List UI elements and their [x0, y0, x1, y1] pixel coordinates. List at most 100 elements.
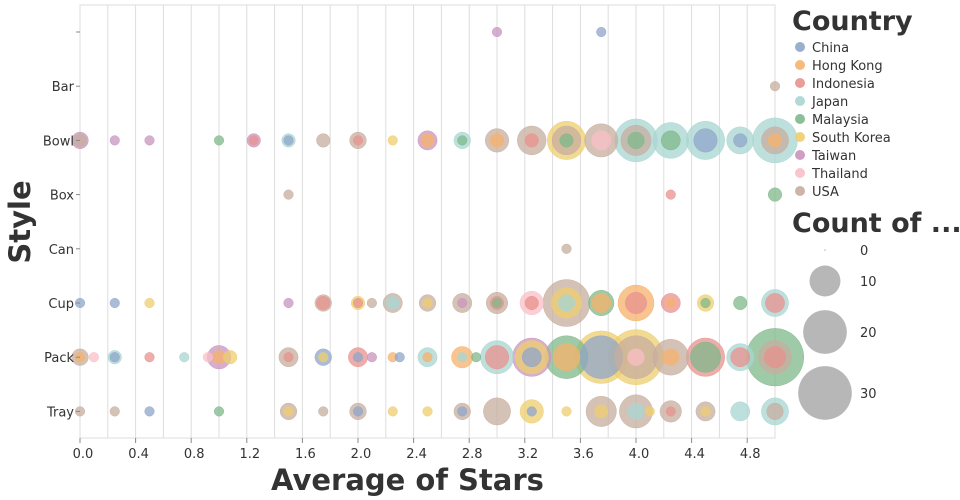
- data-point: Bowl / Indonesia: 3.25 (2): [524, 133, 539, 148]
- size-legend-circle: [803, 310, 847, 354]
- legend-label: China: [812, 41, 849, 56]
- data-point: Tray / South Korea: 1.5 (1): [283, 406, 294, 417]
- data-point: Cup / Taiwan: 1.5 (1): [283, 297, 294, 309]
- y-tick-label: Box: [50, 189, 74, 204]
- legend: Country China Hong Kong Indonesia Japan Mala…: [792, 6, 960, 420]
- x-tick-label: 2.8: [462, 447, 483, 462]
- size-legend-item: 0: [824, 244, 868, 259]
- data-point: Tray / Malaysia: 1 (1): [213, 406, 225, 417]
- legend-swatch: [795, 96, 805, 106]
- legend-label: USA: [812, 185, 839, 200]
- x-tick-label: 4.4: [684, 447, 705, 462]
- data-point: Box / Indonesia: 4.25 (1): [665, 189, 676, 200]
- legend-swatch: [795, 42, 805, 52]
- legend-swatch: [795, 186, 805, 196]
- data-point: Cup / China: 0.25 (1): [109, 297, 120, 309]
- data-point: Bowl / Malaysia: 4.25 (4): [660, 130, 681, 151]
- data-point: Cup / Japan: 3.5 (3): [557, 294, 576, 312]
- x-tick-label: 2.0: [351, 447, 372, 462]
- data-point: Bowl / China: 4.75 (2): [733, 133, 748, 148]
- data-point: Cup / Indonesia: 1.75 (2): [316, 295, 331, 311]
- gridlines: [79, 4, 776, 439]
- size-legend-label: 10: [860, 275, 877, 290]
- data-point: Bowl / South Korea: 2.25 (1): [387, 135, 398, 146]
- legend-item: South Korea: [795, 131, 891, 146]
- legend-label: Thailand: [811, 167, 868, 182]
- size-legend-label: 20: [860, 326, 877, 341]
- data-point: Pack / Malaysia: 2.85 (1): [471, 352, 482, 363]
- legend-item: Malaysia: [795, 113, 869, 128]
- data-points: Pack / Malaysia: 5 (36)Pack / South Kore…: [71, 26, 805, 429]
- data-point: Pack / China: 3.25 (4): [521, 347, 542, 368]
- data-point: Cup / Indonesia: 3.25 (2): [524, 295, 539, 311]
- data-point: Cup / Malaysia: 3 (1): [491, 297, 503, 309]
- y-tick-label: Cup: [48, 297, 74, 312]
- data-point: Bowl / Hong Kong: 5 (2): [767, 133, 783, 148]
- x-tick-label: 1.6: [295, 447, 316, 462]
- data-point: Tray / China: 2 (1): [352, 406, 364, 417]
- data-point: Bar / USA: 5 (1): [769, 81, 781, 92]
- data-point: Tray / USA: 1.75 (1): [318, 406, 329, 417]
- data-point: Pack / Thailand: 4 (3): [627, 348, 645, 366]
- data-point: Cup / Indonesia: 5 (4): [765, 293, 785, 313]
- data-point: Pack / Indonesia: 5 (5): [764, 346, 786, 369]
- data-point: Pack / Thailand: 0.92 (1): [202, 352, 213, 363]
- size-legend-item: 20: [803, 310, 877, 354]
- legend-swatch: [795, 60, 805, 70]
- data-point: Pack / Indonesia: 0.5 (1): [144, 352, 155, 363]
- data-point: Tray / China: 2.75 (1): [457, 406, 468, 417]
- data-point: Pack / South Korea: 1.75 (1): [318, 352, 329, 363]
- data-point: Bowl / Malaysia: 1 (1): [213, 135, 225, 146]
- data-point: Cup / Hong Kong: 3.75 (4): [591, 293, 612, 313]
- x-tick-label: 3.6: [573, 447, 594, 462]
- data-point: Tray / South Korea: 2.5 (1): [422, 406, 433, 417]
- x-axis-title: Average of Stars: [271, 463, 544, 497]
- legend-item: Taiwan: [795, 149, 856, 164]
- y-tick-label: Tray: [46, 405, 74, 420]
- data-point: Bowl / USA: 1.75 (2): [316, 133, 331, 148]
- data-point: Tray / China: 3.25 (1): [526, 406, 537, 417]
- data-point: Tray / Indonesia: 4.25 (1): [665, 406, 676, 417]
- data-point: Bowl / Malaysia: 3.5 (2): [559, 133, 574, 148]
- legend-swatch: [795, 78, 805, 88]
- data-point: Bowl / Taiwan: 0.5 (1): [144, 135, 155, 146]
- data-point: Pack / Japan: 2.75 (1): [457, 352, 468, 363]
- x-tick-label: 4.8: [740, 447, 761, 462]
- data-point: Pack / Malaysia: 4.5 (10): [690, 341, 721, 373]
- data-point: Pack / China: 2 (1): [352, 352, 364, 363]
- data-point: Box / USA: 1.5 (1): [283, 189, 294, 200]
- data-point: Tray / Japan: 4.75 (4): [730, 401, 751, 422]
- data-point: Bowl / Malaysia: 2.75 (1): [457, 135, 468, 146]
- data-point: Cup / Japan: 2.25 (2): [385, 295, 400, 311]
- data-point: Pack / China: 2.3 (1): [394, 352, 405, 363]
- legend-swatch: [795, 150, 805, 160]
- x-tick-label: 4.0: [629, 447, 650, 462]
- size-legend-circle: [809, 265, 841, 297]
- data-point: Cup / Indonesia: 4 (5): [625, 292, 647, 314]
- y-tick-label: Can: [49, 243, 74, 258]
- legend-swatch: [795, 168, 805, 178]
- legend-label: Taiwan: [811, 149, 856, 164]
- legend-swatch: [795, 114, 805, 124]
- legend-item: USA: [795, 185, 839, 200]
- data-point: Bowl / Hong Kong: 3 (2): [489, 133, 505, 148]
- legend-label: Japan: [811, 95, 848, 110]
- data-point: Pack / Japan: 0.75 (1): [179, 352, 190, 363]
- legend-item: China: [795, 41, 849, 56]
- size-legend-item: 10: [809, 265, 877, 297]
- x-tick-label: 0.8: [184, 447, 205, 462]
- legend-label: Indonesia: [812, 77, 875, 92]
- data-point: Pack / Hong Kong: 3.5 (8): [552, 343, 581, 372]
- y-tick-label: Bowl: [43, 134, 74, 149]
- y-axis: Bar Bowl Box Can Cup Pack Tray: [43, 31, 80, 420]
- size-legend-title: Count of ...: [792, 208, 960, 239]
- size-legend-label: 0: [860, 244, 868, 259]
- data-point: Bowl / China: 1.5 (1): [283, 135, 294, 146]
- data-point: Tray / South Korea: 3.5 (1): [561, 406, 572, 417]
- legend-label: Malaysia: [812, 113, 869, 128]
- data-point: Pack / Thailand: 0.1 (1): [88, 352, 99, 363]
- data-point: Tray / China: 0.5 (1): [144, 406, 155, 417]
- color-legend-items: China Hong Kong Indonesia Japan Malaysia Sout…: [795, 41, 891, 200]
